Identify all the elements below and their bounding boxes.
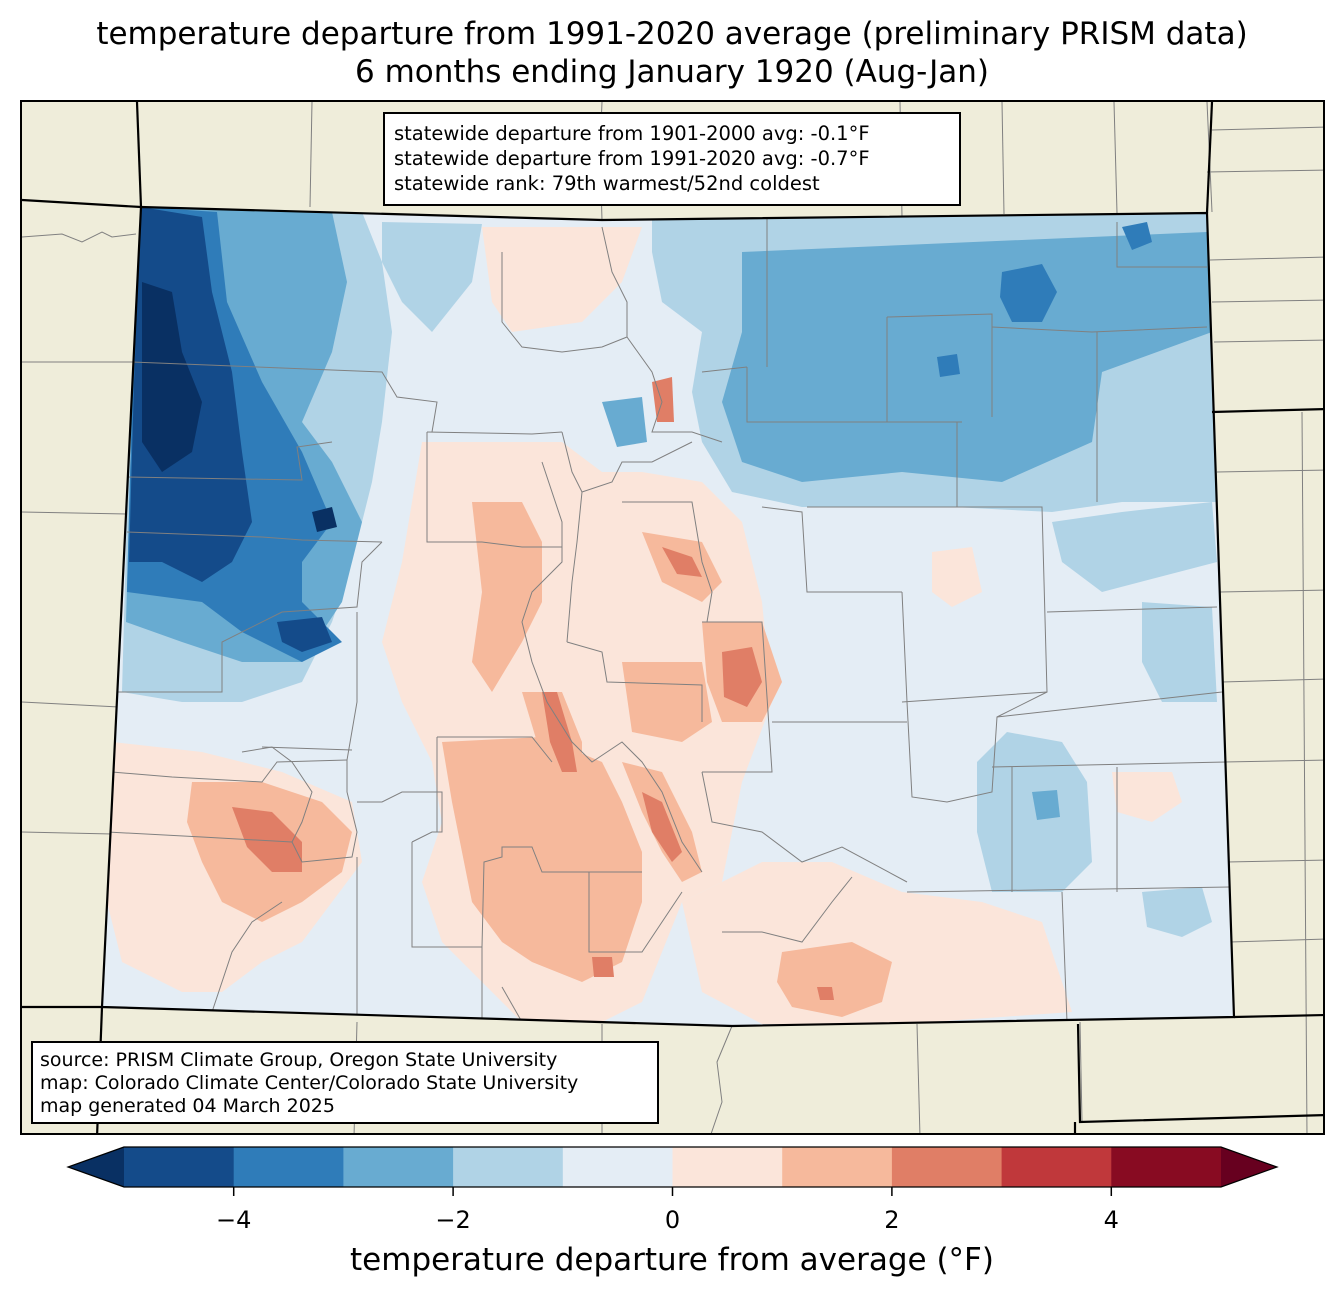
colorbar-ticks — [232, 1187, 1113, 1196]
colorbar-over-arrow — [1221, 1147, 1277, 1187]
county-boundaries — [106, 217, 1233, 1023]
colorbar-tick-label: −4 — [215, 1206, 252, 1234]
statewide-stats-box: statewide departure from 1901-2000 avg: … — [383, 112, 961, 206]
colorbar-bin — [782, 1147, 893, 1187]
colorbar-bin — [453, 1147, 564, 1187]
colorbar-bin — [1111, 1147, 1222, 1187]
colorbar — [66, 1146, 1279, 1196]
colorbar-bin — [343, 1147, 454, 1187]
colorbar-bin — [672, 1147, 783, 1187]
temperature-anomaly-field — [102, 207, 1234, 1026]
colorbar-tick-label: 4 — [1103, 1206, 1119, 1234]
map-title-line2: 6 months ending January 1920 (Aug-Jan) — [355, 54, 989, 90]
stats-line-1901-2000: statewide departure from 1901-2000 avg: … — [394, 122, 870, 145]
colorbar-label: temperature departure from average (°F) — [350, 1242, 994, 1278]
colorbar-under-arrow — [68, 1147, 124, 1187]
colorbar-bins — [124, 1147, 1222, 1187]
map-panel — [20, 100, 1325, 1135]
colorbar-bin — [1001, 1147, 1112, 1187]
colorbar-outline — [66, 1146, 1279, 1188]
map-credit-line: map: Colorado Climate Center/Colorado St… — [40, 1072, 579, 1094]
colorado-temperature-map — [22, 102, 1323, 1133]
colorbar-bin — [891, 1147, 1003, 1187]
stats-line-1991-2020: statewide departure from 1991-2020 avg: … — [394, 147, 870, 170]
generated-date-line: map generated 04 March 2025 — [40, 1095, 335, 1117]
colorbar-bin — [124, 1147, 235, 1187]
source-line: source: PRISM Climate Group, Oregon Stat… — [40, 1049, 558, 1071]
colorbar-bin — [233, 1147, 344, 1187]
map-title-line1: temperature departure from 1991-2020 ave… — [96, 16, 1248, 52]
stats-line-rank: statewide rank: 79th warmest/52nd coldes… — [394, 172, 820, 195]
colorbar-tick-label: −2 — [435, 1206, 471, 1234]
colorbar-bin — [562, 1147, 673, 1187]
source-box: source: PRISM Climate Group, Oregon Stat… — [31, 1041, 659, 1124]
colorbar-tick-label: 2 — [884, 1206, 900, 1234]
colorbar-tick-label: 0 — [664, 1206, 681, 1234]
